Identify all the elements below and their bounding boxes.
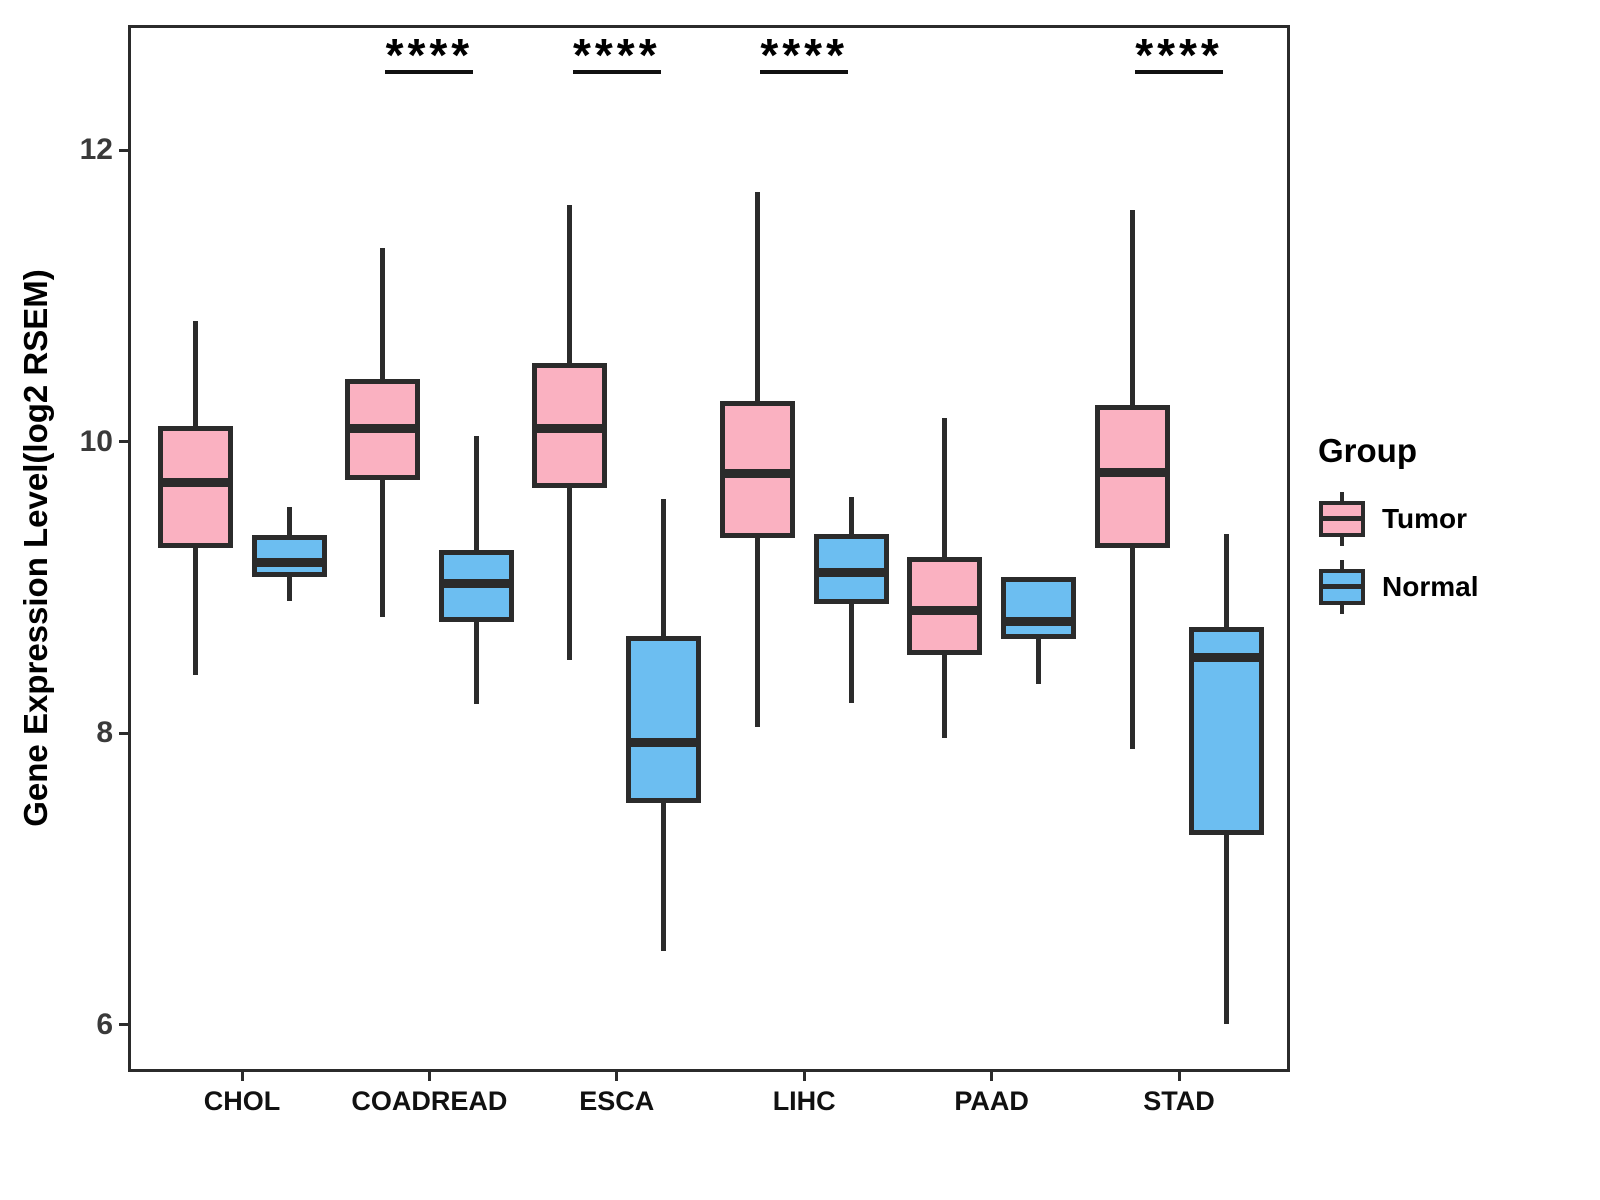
x-tick-label-LIHC: LIHC	[772, 1086, 836, 1116]
x-tick-PAAD	[990, 1072, 994, 1081]
y-tick-12	[119, 148, 128, 152]
x-tick-label-COADREAD: COADREAD	[351, 1086, 508, 1116]
sig-bar-ESCA	[572, 70, 661, 74]
x-tick-STAD	[1177, 1072, 1181, 1081]
median-tumor-ESCA	[532, 424, 608, 434]
x-tick-COADREAD	[427, 1072, 431, 1081]
median-tumor-LIHC	[719, 469, 795, 479]
y-tick-label-12: 12	[79, 133, 113, 166]
legend-item-normal: Normal	[1318, 560, 1478, 614]
y-tick-8	[119, 731, 128, 735]
legend: Group Tumor Normal	[1318, 432, 1478, 628]
median-normal-STAD	[1188, 652, 1264, 662]
x-tick-label-ESCA: ESCA	[579, 1086, 655, 1116]
median-tumor-STAD	[1094, 467, 1170, 477]
sig-bar-LIHC	[760, 70, 849, 74]
x-tick-LIHC	[802, 1072, 806, 1081]
box-tumor-PAAD	[907, 556, 983, 655]
median-normal-LIHC	[813, 568, 889, 578]
median-tumor-COADREAD	[344, 424, 420, 434]
y-tick-10	[119, 440, 128, 444]
legend-key-median	[1319, 584, 1365, 589]
y-tick-label-6: 6	[96, 1007, 113, 1041]
legend-item-tumor: Tumor	[1318, 492, 1478, 546]
x-tick-label-CHOL: CHOL	[203, 1086, 281, 1116]
median-normal-COADREAD	[438, 578, 514, 588]
legend-key-normal-boxplot-icon	[1318, 560, 1366, 614]
median-tumor-CHOL	[157, 477, 233, 487]
legend-items: Tumor Normal	[1318, 492, 1478, 614]
sig-bar-STAD	[1135, 70, 1223, 74]
y-tick-6	[119, 1023, 128, 1027]
sig-bar-COADREAD	[385, 70, 474, 74]
legend-key-tumor-boxplot-icon	[1318, 492, 1366, 546]
legend-title: Group	[1318, 432, 1417, 469]
legend-key-median	[1319, 516, 1365, 521]
box-normal-ESCA	[626, 635, 702, 804]
box-normal-CHOL	[251, 534, 327, 578]
legend-label-normal: Normal	[1382, 571, 1479, 602]
x-tick-label-STAD: STAD	[1143, 1086, 1215, 1116]
y-tick-label-8: 8	[96, 716, 113, 750]
x-tick-CHOL	[240, 1072, 244, 1081]
median-normal-PAAD	[1001, 616, 1077, 626]
x-tick-ESCA	[615, 1072, 619, 1081]
legend-label-tumor: Tumor	[1382, 503, 1468, 534]
median-normal-CHOL	[251, 558, 327, 568]
y-tick-label-10: 10	[79, 424, 113, 458]
x-tick-label-PAAD: PAAD	[954, 1086, 1029, 1116]
box-normal-PAAD	[1001, 577, 1077, 639]
median-tumor-PAAD	[907, 606, 983, 616]
median-normal-ESCA	[626, 737, 702, 747]
